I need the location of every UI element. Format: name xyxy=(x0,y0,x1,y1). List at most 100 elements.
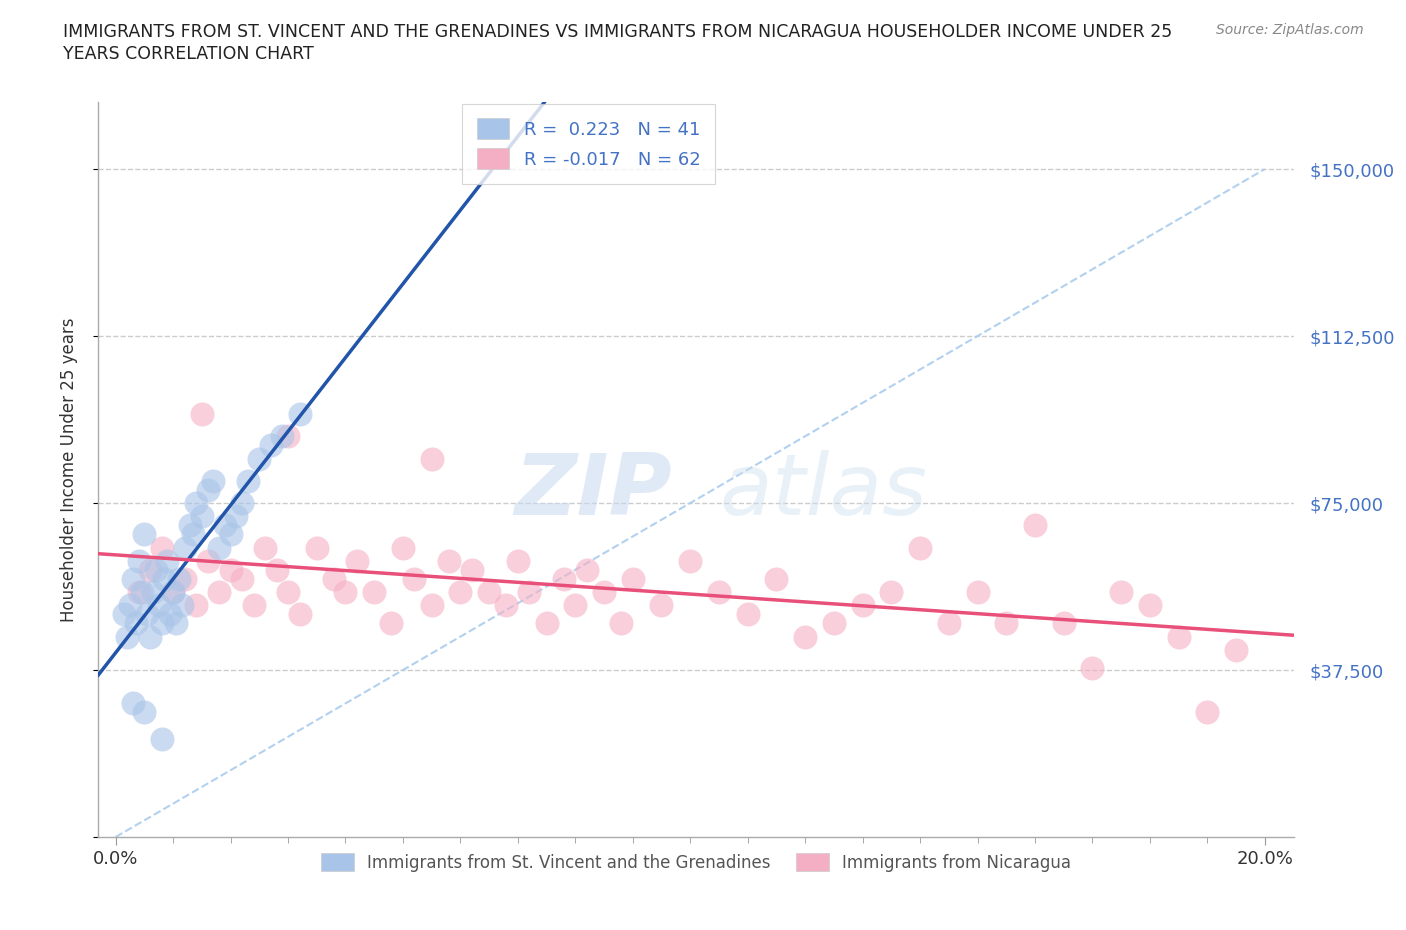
Point xyxy=(1225,643,1247,658)
Point xyxy=(478,585,501,600)
Point xyxy=(679,553,702,568)
Point xyxy=(131,585,153,600)
Point xyxy=(173,540,195,555)
Text: YEARS CORRELATION CHART: YEARS CORRELATION CHART xyxy=(63,45,314,62)
Point xyxy=(214,518,236,533)
Point xyxy=(737,607,759,622)
Point xyxy=(208,540,231,555)
Point xyxy=(197,483,219,498)
Point xyxy=(271,429,294,444)
Point xyxy=(437,553,460,568)
Point xyxy=(908,540,931,555)
Point xyxy=(765,571,787,586)
Point xyxy=(277,585,299,600)
Point xyxy=(404,571,426,586)
Text: IMMIGRANTS FROM ST. VINCENT AND THE GRENADINES VS IMMIGRANTS FROM NICARAGUA HOUS: IMMIGRANTS FROM ST. VINCENT AND THE GREN… xyxy=(63,23,1173,41)
Point xyxy=(995,616,1018,631)
Point xyxy=(575,563,598,578)
Point xyxy=(179,518,201,533)
Point xyxy=(823,616,845,631)
Point xyxy=(266,563,288,578)
Point xyxy=(495,598,517,613)
Point xyxy=(880,585,903,600)
Text: ZIP: ZIP xyxy=(515,450,672,533)
Point xyxy=(208,585,231,600)
Point xyxy=(852,598,875,613)
Point xyxy=(242,598,264,613)
Point xyxy=(118,598,141,613)
Point xyxy=(150,732,173,747)
Point xyxy=(236,473,259,488)
Point xyxy=(139,563,162,578)
Point xyxy=(621,571,644,586)
Point xyxy=(1081,660,1104,675)
Point xyxy=(420,598,443,613)
Point xyxy=(162,585,184,600)
Point xyxy=(184,598,207,613)
Point xyxy=(167,571,190,586)
Point xyxy=(610,616,633,631)
Point xyxy=(128,585,150,600)
Point xyxy=(139,630,162,644)
Point xyxy=(191,406,214,421)
Point xyxy=(794,630,817,644)
Point xyxy=(112,607,135,622)
Point xyxy=(363,585,385,600)
Point xyxy=(323,571,346,586)
Point xyxy=(260,438,283,453)
Point xyxy=(125,616,148,631)
Point xyxy=(553,571,575,586)
Point xyxy=(966,585,988,600)
Point xyxy=(305,540,328,555)
Point xyxy=(288,406,311,421)
Point xyxy=(197,553,219,568)
Point xyxy=(346,553,368,568)
Point xyxy=(159,607,181,622)
Point xyxy=(1024,518,1046,533)
Point xyxy=(380,616,402,631)
Point xyxy=(1197,705,1219,720)
Point xyxy=(191,509,214,524)
Point xyxy=(231,496,253,511)
Point xyxy=(150,540,173,555)
Point xyxy=(165,616,187,631)
Point xyxy=(1167,630,1189,644)
Point xyxy=(1139,598,1161,613)
Point xyxy=(156,553,179,568)
Point xyxy=(122,696,145,711)
Point xyxy=(145,563,167,578)
Point xyxy=(115,630,138,644)
Point xyxy=(202,473,225,488)
Point xyxy=(247,451,270,466)
Point xyxy=(134,526,156,541)
Point xyxy=(122,571,145,586)
Point xyxy=(173,571,195,586)
Point xyxy=(707,585,730,600)
Point xyxy=(449,585,471,600)
Point xyxy=(184,496,207,511)
Point xyxy=(219,563,242,578)
Point xyxy=(536,616,558,631)
Y-axis label: Householder Income Under 25 years: Householder Income Under 25 years xyxy=(59,317,77,622)
Point xyxy=(148,598,170,613)
Text: atlas: atlas xyxy=(720,450,928,533)
Point xyxy=(277,429,299,444)
Text: Source: ZipAtlas.com: Source: ZipAtlas.com xyxy=(1216,23,1364,37)
Point xyxy=(170,598,193,613)
Point xyxy=(938,616,960,631)
Point xyxy=(225,509,247,524)
Point xyxy=(153,571,176,586)
Point xyxy=(650,598,672,613)
Point xyxy=(181,526,204,541)
Point xyxy=(593,585,616,600)
Point xyxy=(219,526,242,541)
Point xyxy=(392,540,415,555)
Point xyxy=(136,607,159,622)
Point xyxy=(564,598,586,613)
Point xyxy=(1109,585,1132,600)
Point xyxy=(1053,616,1076,631)
Point xyxy=(288,607,311,622)
Legend: Immigrants from St. Vincent and the Grenadines, Immigrants from Nicaragua: Immigrants from St. Vincent and the Gren… xyxy=(312,844,1080,880)
Point xyxy=(420,451,443,466)
Point xyxy=(231,571,253,586)
